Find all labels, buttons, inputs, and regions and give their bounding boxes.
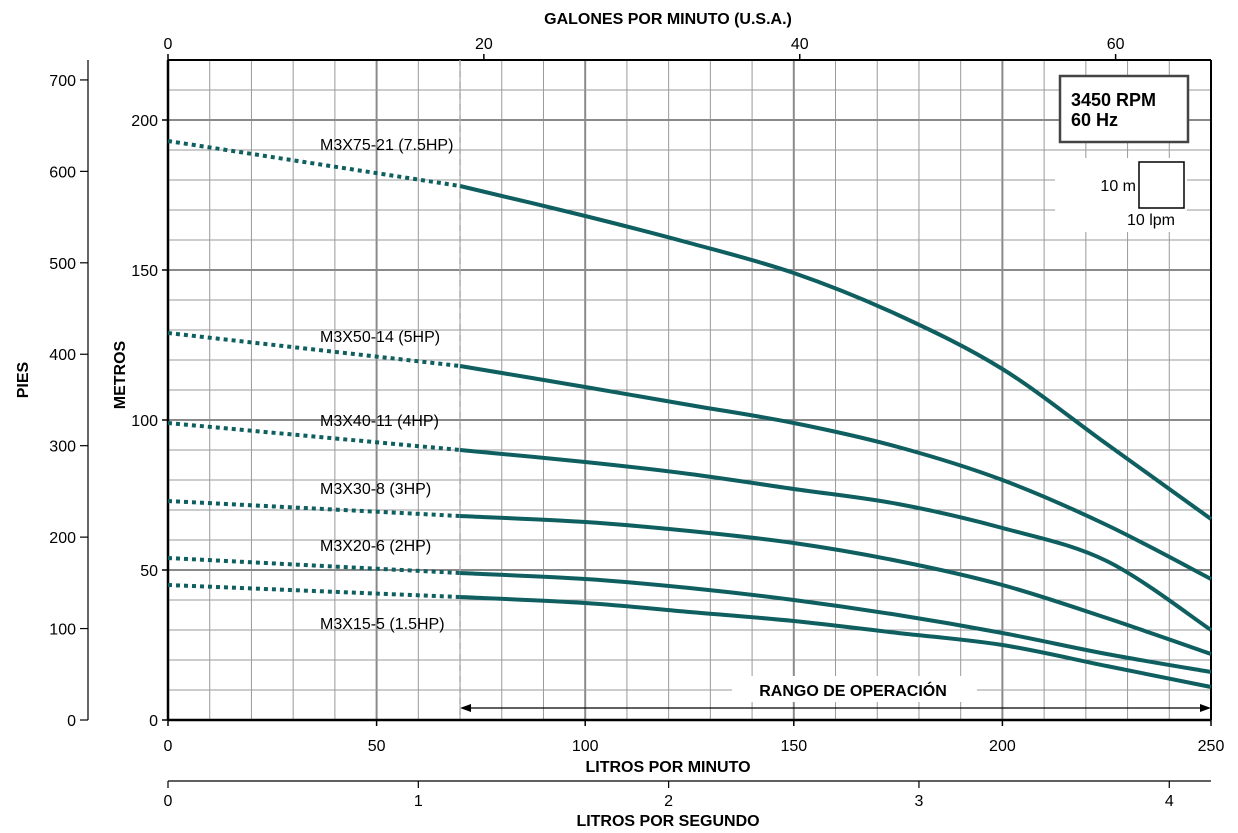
series-label-2: M3X50-14 (5HP) <box>320 329 440 346</box>
hz-label: 60 Hz <box>1071 110 1118 130</box>
x-top-tick-label: 60 <box>1107 36 1125 53</box>
x-bottom2-tick-label: 3 <box>915 793 924 810</box>
rpm-label: 3450 RPM <box>1071 90 1156 110</box>
pump-curve-5 <box>167 556 1212 674</box>
pump-curve-dotted-segment <box>167 139 461 188</box>
x-top-axis-title: GALONES POR MINUTO (U.S.A.) <box>544 11 792 28</box>
x-top-tick-label: 0 <box>164 36 173 53</box>
y-pies-tick-label: 400 <box>49 347 76 364</box>
pump-curve-6 <box>167 583 1212 689</box>
y-pies-tick-label: 700 <box>49 73 76 90</box>
operating-range-label: RANGO DE OPERACIÓN <box>759 681 947 700</box>
operating-range-arrowhead-left <box>460 704 472 712</box>
y-metros-tick-label: 200 <box>131 113 158 130</box>
axis-titles: GALONES POR MINUTO (U.S.A.) LITROS POR M… <box>15 11 792 830</box>
y-metros-axis-title: METROS <box>112 340 129 409</box>
x-bottom-tick-label: 100 <box>572 738 599 755</box>
y-pies-axis-title: PIES <box>15 361 32 398</box>
x-bottom2-tick-label: 4 <box>1165 793 1174 810</box>
x-bottom-tick-label: 250 <box>1198 738 1225 755</box>
rpm-box-frame <box>1058 74 1190 144</box>
scale-box-y-label: 10 m <box>1100 178 1136 195</box>
x-bottom-tick-label: 50 <box>368 738 386 755</box>
x-top-tick-label: 20 <box>475 36 493 53</box>
scale-box-x-label: 10 lpm <box>1127 212 1175 229</box>
x-bottom-tick-label: 200 <box>989 738 1016 755</box>
pump-curve-solid-segment <box>459 184 1213 521</box>
y-pies-tick-label: 500 <box>49 256 76 273</box>
series-label-5: M3X20-6 (2HP) <box>320 538 431 555</box>
series-label-3: M3X40-11 (4HP) <box>320 413 439 430</box>
x-bottom2-axis-title: LITROS POR SEGUNDO <box>576 813 759 830</box>
x-top-tick-label: 40 <box>791 36 809 53</box>
x-bottom2-tick-label: 2 <box>664 793 673 810</box>
pump-curve-1 <box>167 139 1213 521</box>
scale-box-bg <box>1055 158 1187 232</box>
operating-range-annotation: RANGO DE OPERACIÓN <box>460 676 1211 712</box>
pump-curve-dotted-segment <box>167 421 461 452</box>
axes <box>87 59 1212 782</box>
pump-curve-dotted-segment <box>167 583 461 599</box>
x-bottom2-tick-label: 1 <box>414 793 423 810</box>
series-label-4: M3X30-8 (3HP) <box>320 481 431 498</box>
operating-range-label-bg <box>732 676 977 702</box>
pump-curve-solid-segment <box>459 514 1212 656</box>
y-metros-tick-label: 100 <box>131 413 158 430</box>
pump-curves <box>167 139 1213 689</box>
pump-curve-2 <box>167 331 1212 581</box>
pump-curve-solid-segment <box>459 595 1212 689</box>
pump-curve-dotted-segment <box>167 556 461 575</box>
series-label-6: M3X15-5 (1.5HP) <box>320 616 445 633</box>
y-pies-tick-label: 300 <box>49 439 76 456</box>
y-metros-tick-label: 0 <box>149 713 158 730</box>
pump-curve-3 <box>167 421 1213 632</box>
grid <box>168 59 1211 720</box>
pump-curve-dotted-segment <box>167 331 461 368</box>
operating-range-arrowhead-right <box>1200 704 1211 712</box>
pump-curve-4 <box>167 499 1212 656</box>
y-pies-tick-label: 100 <box>49 622 76 639</box>
series-label-1: M3X75-21 (7.5HP) <box>320 137 453 154</box>
rpm-box: 3450 RPM 60 Hz <box>1058 74 1190 144</box>
x-bottom-axis-title: LITROS POR MINUTO <box>585 759 750 776</box>
pump-curve-solid-segment <box>459 448 1213 632</box>
x-bottom2-tick-label: 0 <box>164 793 173 810</box>
pump-curve-solid-segment <box>459 364 1212 581</box>
y-pies-tick-label: 600 <box>49 164 76 181</box>
pump-curve-solid-segment <box>459 571 1212 674</box>
x-bottom-tick-label: 0 <box>164 738 173 755</box>
y-metros-tick-label: 50 <box>140 563 158 580</box>
series-labels: M3X75-21 (7.5HP) M3X50-14 (5HP) M3X40-11 (… <box>320 137 453 633</box>
x-bottom-tick-label: 150 <box>780 738 807 755</box>
scale-box-frame <box>1138 161 1185 209</box>
y-pies-tick-label: 0 <box>67 713 76 730</box>
scale-box: 10 m 10 lpm <box>1055 158 1187 232</box>
pump-curve-dotted-segment <box>167 499 461 518</box>
y-pies-tick-label: 200 <box>49 530 76 547</box>
y-metros-tick-label: 150 <box>131 263 158 280</box>
